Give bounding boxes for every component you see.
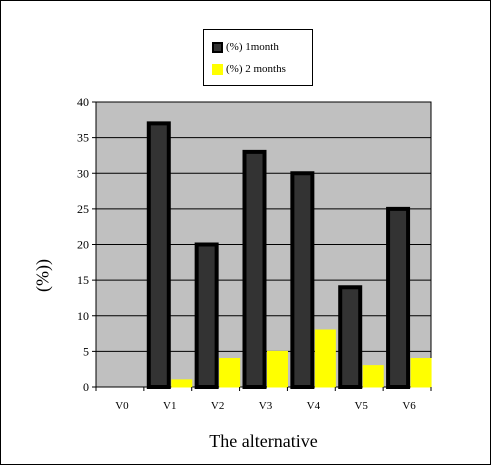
legend-item-1month: (%) 1month (212, 39, 279, 55)
y-axis-label: (%)) (32, 259, 53, 292)
y-tick-label: 40 (77, 95, 89, 109)
y-tick-label: 30 (77, 166, 89, 180)
bar-2months-V2 (219, 358, 241, 388)
x-tick-label: V0 (115, 400, 129, 412)
y-tick-label: 25 (77, 202, 89, 216)
bar-1month-V3 (242, 149, 267, 389)
bar-2months-V1 (171, 379, 193, 388)
legend-label-2months: (%) 2 months (226, 63, 286, 75)
x-tick-label: V1 (163, 400, 176, 412)
legend-swatch-2months (212, 63, 223, 75)
bar-1month-V2 (194, 242, 219, 389)
legend: (%) 1month (%) 2 months (203, 29, 313, 86)
x-tick-label: V3 (259, 400, 273, 412)
x-tick-label: V4 (307, 400, 321, 412)
y-tick-label: 5 (83, 344, 89, 358)
y-tick-label: 0 (83, 380, 89, 394)
x-tick-label: V5 (354, 400, 368, 412)
bar-1month-V6 (386, 206, 411, 389)
bar-2months-V6 (410, 358, 432, 388)
bar-2months-V3 (267, 350, 288, 388)
legend-item-2months: (%) 2 months (212, 61, 286, 77)
bar-1month-V4 (290, 171, 315, 389)
bar-1month-V1 (146, 121, 171, 389)
bar-2months-V5 (362, 365, 384, 388)
y-tick-label: 15 (77, 273, 89, 287)
legend-swatch-1month (212, 41, 223, 53)
x-tick-label: V2 (211, 400, 224, 412)
y-tick-label: 20 (77, 238, 89, 252)
x-axis-label: The alternative (209, 431, 318, 451)
bar-1month-V5 (338, 285, 363, 389)
y-tick-label: 35 (77, 131, 89, 145)
bar-2months-V4 (314, 329, 336, 388)
legend-label-1month: (%) 1month (226, 41, 279, 53)
x-tick-label: V6 (402, 400, 416, 412)
y-tick-label: 10 (77, 309, 89, 323)
